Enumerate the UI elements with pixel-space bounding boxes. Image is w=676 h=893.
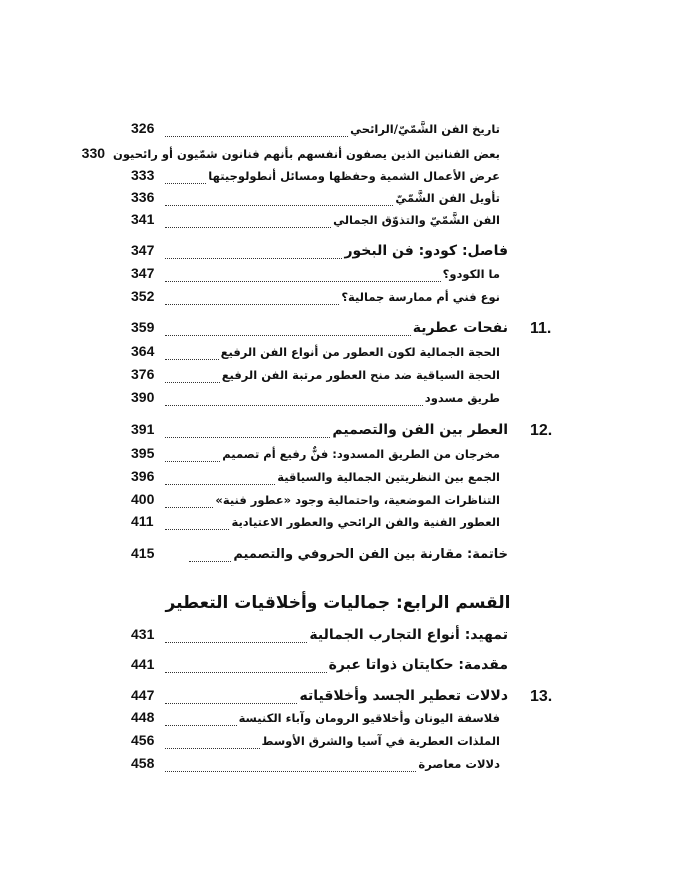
page-number: 431 bbox=[131, 626, 155, 642]
entry-title: فاصل: كودو: فن البخور bbox=[344, 243, 508, 259]
dot-leader bbox=[165, 641, 308, 643]
dot-leader bbox=[165, 226, 332, 228]
page-number: 333 bbox=[131, 167, 155, 183]
chapter-number: 11. bbox=[530, 320, 552, 337]
part-heading: القسم الرابع: جماليات وأخلاقيات التعطير bbox=[165, 593, 511, 613]
toc-subentry: بعض الفنانين الذين يصفون أنفسهم بأنهم فن… bbox=[82, 145, 500, 167]
toc-subentry: تأويل الفن الشَّمّيّ 336 bbox=[131, 189, 500, 211]
page-number: 415 bbox=[131, 545, 155, 561]
dot-leader bbox=[165, 334, 411, 336]
page-number: 336 bbox=[131, 189, 155, 205]
chapter-number: 12. bbox=[530, 422, 553, 439]
page-number: 448 bbox=[131, 709, 155, 725]
page-number: 330 bbox=[81, 145, 106, 161]
dot-leader bbox=[165, 182, 207, 184]
page-number: 441 bbox=[131, 656, 155, 672]
page-number: 447 bbox=[131, 687, 155, 703]
entry-title: دلالات معاصرة bbox=[418, 757, 500, 771]
dot-leader bbox=[165, 483, 276, 485]
entry-title: الملذات العطرية في آسيا والشرق الأوسط bbox=[261, 734, 500, 748]
page-number: 364 bbox=[131, 343, 155, 359]
entry-title: نوع فني أم ممارسة جمالية؟ bbox=[341, 290, 500, 304]
chapter-number: 13. bbox=[530, 688, 553, 705]
toc-subentry: الحجة الجمالية لكون العطور من أنواع الفن… bbox=[131, 343, 500, 365]
toc-subentry: دلالات معاصرة 458 bbox=[131, 755, 500, 777]
entry-title: فلاسفة اليونان وأخلاقيو الرومان وآباء ال… bbox=[238, 711, 500, 725]
entry-title: مخرجان من الطريق المسدود: فنٌّ رفيع أم ت… bbox=[222, 447, 500, 461]
entry-title: طريق مسدود bbox=[424, 391, 500, 405]
page-number: 359 bbox=[131, 319, 155, 335]
page-number: 391 bbox=[131, 421, 155, 437]
dot-leader bbox=[165, 204, 394, 206]
page-number: 411 bbox=[131, 513, 154, 529]
entry-title: دلالات تعطير الجسد وأخلاقياته bbox=[299, 688, 508, 704]
entry-title: الحجة الجمالية لكون العطور من أنواع الفن… bbox=[220, 345, 500, 359]
page-number: 341 bbox=[131, 211, 155, 227]
dot-leader bbox=[165, 135, 349, 137]
page-number: 395 bbox=[131, 445, 155, 461]
dot-leader bbox=[165, 381, 220, 383]
entry-title: تاريخ الفن الشَّمّيّ/الرائحي bbox=[350, 122, 500, 136]
dot-leader bbox=[165, 506, 214, 508]
toc-subentry: الملذات العطرية في آسيا والشرق الأوسط 456 bbox=[131, 732, 500, 754]
toc-subentry: نوع فني أم ممارسة جمالية؟ 352 bbox=[131, 288, 500, 310]
dot-leader bbox=[165, 358, 219, 360]
toc-subentry: العطور الفنية والفن الرائحي والعطور الاع… bbox=[131, 513, 500, 535]
toc-subentry: فلاسفة اليونان وأخلاقيو الرومان وآباء ال… bbox=[131, 709, 500, 731]
dot-leader bbox=[165, 702, 298, 704]
dot-leader bbox=[165, 528, 230, 530]
dot-leader bbox=[189, 560, 232, 562]
page-number: 326 bbox=[131, 120, 155, 136]
page-number: 400 bbox=[131, 491, 155, 507]
dot-leader bbox=[165, 303, 340, 305]
entry-title: خاتمة: مقارنة بين الفن الحروفي والتصميم bbox=[233, 547, 508, 562]
page-number: 396 bbox=[131, 468, 155, 484]
toc-entry: دلالات تعطير الجسد وأخلاقياته 447 bbox=[131, 687, 508, 709]
entry-title: العطر بين الفن والتصميم bbox=[332, 422, 508, 438]
toc-subentry: الفن الشَّمّيّ والتذوّق الجمالي 341 bbox=[131, 211, 500, 233]
entry-title: الحجة السياقية ضد منح العطور مرتبة الفن … bbox=[221, 368, 500, 382]
dot-leader bbox=[165, 770, 417, 772]
toc-subentry: الحجة السياقية ضد منح العطور مرتبة الفن … bbox=[131, 366, 500, 388]
dot-leader bbox=[165, 436, 331, 438]
page-number: 352 bbox=[131, 288, 155, 304]
entry-title: بعض الفنانين الذين يصفون أنفسهم بأنهم فن… bbox=[113, 147, 500, 161]
dot-leader bbox=[165, 257, 343, 259]
toc-entry: مقدمة: حكايتان ذواتا عبرة 441 bbox=[131, 656, 508, 678]
toc-subentry: الجمع بين النظريتين الجمالية والسياقية 39… bbox=[131, 468, 500, 490]
toc-subentry: طريق مسدود 390 bbox=[131, 389, 500, 411]
dot-leader bbox=[165, 671, 327, 673]
toc-subentry: تاريخ الفن الشَّمّيّ/الرائحي 326 bbox=[131, 120, 500, 142]
page-number: 390 bbox=[131, 389, 155, 405]
toc-entry: العطر بين الفن والتصميم 391 bbox=[131, 421, 508, 443]
dot-leader bbox=[165, 460, 221, 462]
entry-title: مقدمة: حكايتان ذواتا عبرة bbox=[328, 657, 508, 673]
page-number: 347 bbox=[131, 265, 155, 281]
toc-entry: نفحات عطرية 359 bbox=[131, 319, 508, 341]
entry-title: الجمع بين النظريتين الجمالية والسياقية bbox=[277, 470, 500, 484]
entry-title: تأويل الفن الشَّمّيّ bbox=[395, 191, 500, 205]
toc-subentry: عرض الأعمال الشمية وحفظها ومسائل أنطولوج… bbox=[131, 167, 500, 189]
page-number: 458 bbox=[131, 755, 155, 771]
entry-title: العطور الفنية والفن الرائحي والعطور الاع… bbox=[231, 515, 500, 529]
page-number: 376 bbox=[131, 366, 155, 382]
dot-leader bbox=[165, 404, 423, 406]
entry-title: ما الكودو؟ bbox=[442, 267, 500, 281]
toc-subentry: ما الكودو؟ 347 bbox=[131, 265, 500, 287]
toc-subentry: مخرجان من الطريق المسدود: فنٌّ رفيع أم ت… bbox=[131, 445, 500, 467]
entry-title: نفحات عطرية bbox=[412, 320, 508, 336]
dot-leader bbox=[165, 724, 237, 726]
toc-entry: فاصل: كودو: فن البخور 347 bbox=[131, 242, 508, 264]
entry-title: التناظرات الموضعية، واحتمالية وجود «عطور… bbox=[215, 493, 500, 507]
page-number: 456 bbox=[131, 732, 155, 748]
toc-entry: تمهيد: أنواع التجارب الجمالية 431 bbox=[131, 626, 508, 648]
entry-title: الفن الشَّمّيّ والتذوّق الجمالي bbox=[333, 213, 500, 227]
page-number: 347 bbox=[131, 242, 155, 258]
entry-title: تمهيد: أنواع التجارب الجمالية bbox=[309, 627, 508, 643]
toc-entry: خاتمة: مقارنة بين الفن الحروفي والتصميم 4… bbox=[131, 545, 508, 567]
entry-title: عرض الأعمال الشمية وحفظها ومسائل أنطولوج… bbox=[208, 169, 500, 183]
dot-leader bbox=[165, 280, 441, 282]
toc-subentry: التناظرات الموضعية، واحتمالية وجود «عطور… bbox=[131, 491, 500, 513]
dot-leader bbox=[165, 747, 260, 749]
